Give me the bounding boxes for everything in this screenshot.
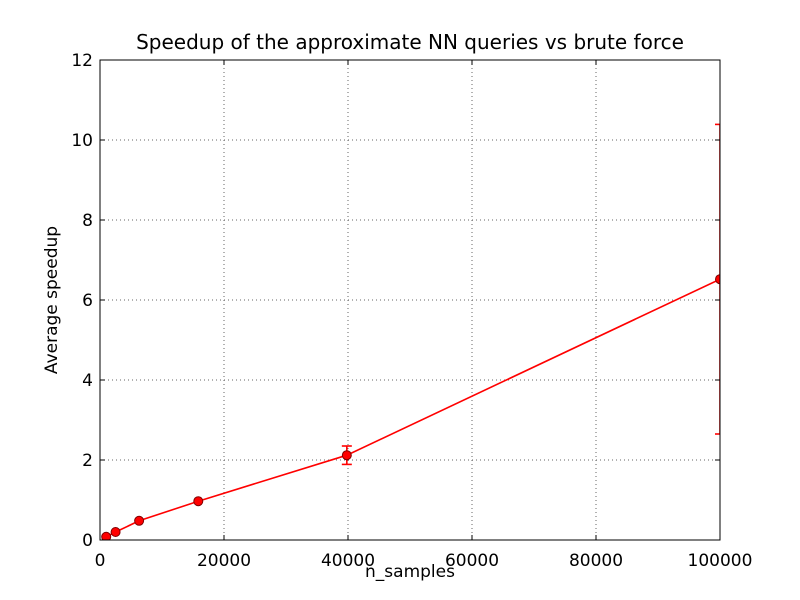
data-point	[101, 531, 112, 540]
x-tick-label: 80000	[569, 551, 623, 571]
error-bars	[341, 123, 720, 466]
x-tick-label: 40000	[321, 551, 375, 571]
x-tick-label: 60000	[445, 551, 499, 571]
data-point	[715, 274, 720, 285]
axis-ticks	[99, 59, 721, 541]
x-tick-label: 20000	[197, 551, 251, 571]
data-point	[341, 450, 352, 461]
x-tick-label: 0	[95, 551, 106, 571]
x-tick-label: 100000	[688, 551, 753, 571]
y-tick-label: 6	[82, 291, 93, 311]
y-tick-label: 12	[71, 51, 93, 71]
y-tick-label: 10	[71, 131, 93, 151]
chart-title: Speedup of the approximate NN queries vs…	[136, 30, 684, 54]
data-point	[193, 496, 204, 507]
y-tick-label: 4	[82, 371, 93, 391]
y-tick-label: 0	[82, 531, 93, 551]
y-tick-label: 2	[82, 451, 93, 471]
y-tick-label: 8	[82, 211, 93, 231]
data-point	[110, 527, 121, 537]
data-layer	[101, 123, 720, 540]
x-axis-label: n_samples	[365, 562, 455, 582]
data-point	[134, 515, 145, 526]
